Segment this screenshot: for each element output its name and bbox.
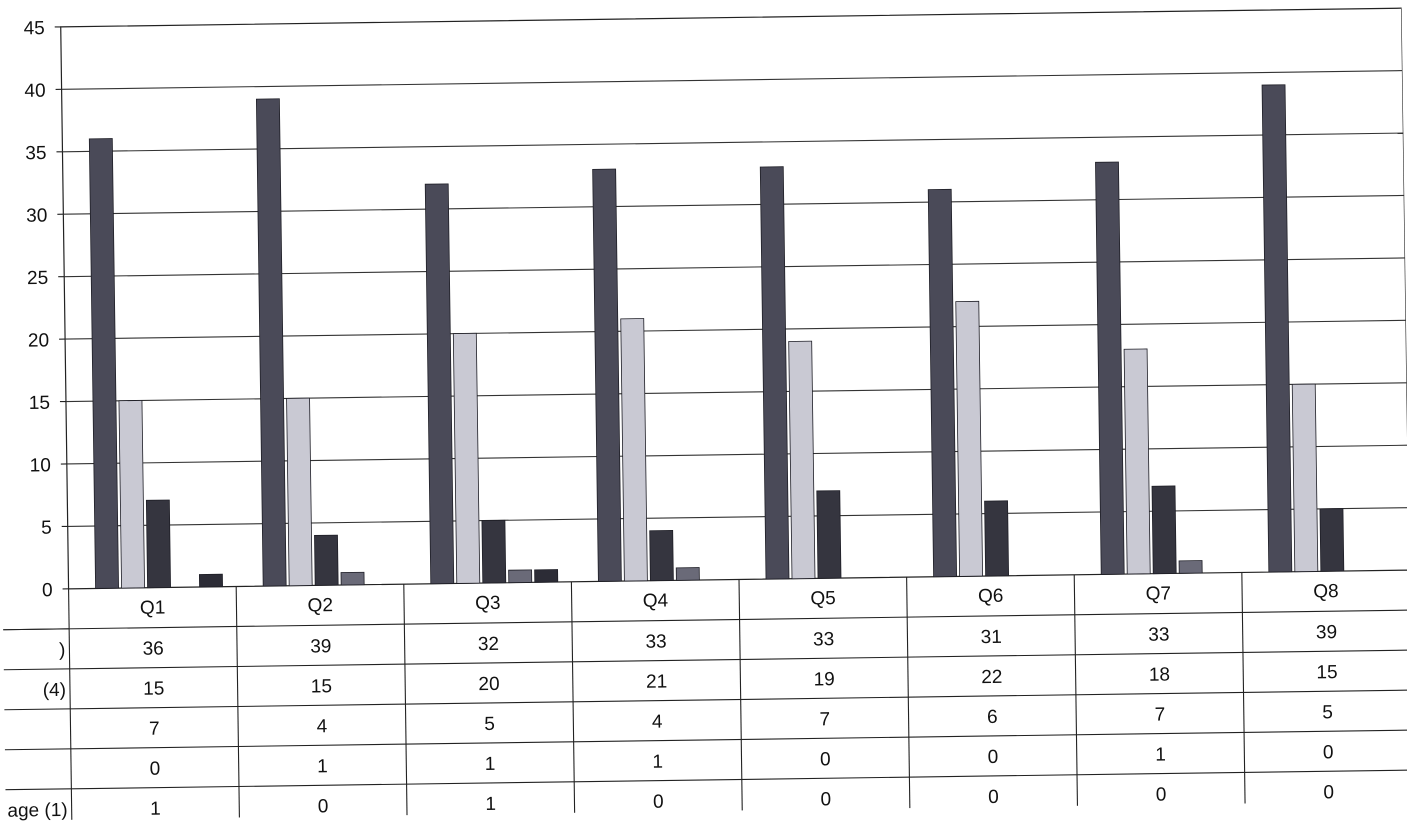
category-label-q7: Q7	[1145, 583, 1171, 604]
table-cell-q5-series-4: 0	[820, 749, 831, 770]
table-cell-q5-series-2: 19	[814, 669, 835, 690]
table-row-label-5: age (1)	[7, 800, 67, 821]
table-cell-q5-series-3: 7	[819, 709, 830, 730]
bar-q5-series-3	[817, 491, 841, 579]
y-tick-label-25: 25	[27, 268, 48, 289]
bar-q2-series-4	[341, 572, 364, 585]
y-tick-label-40: 40	[24, 81, 45, 102]
bar-q4-series-4	[676, 568, 699, 581]
bar-q4-series-3	[650, 530, 674, 580]
bar-q1-series-3	[146, 500, 170, 588]
table-cell-q2-series-3: 4	[317, 716, 328, 737]
y-tick-label-0: 0	[42, 580, 53, 601]
table-cell-q4-series-3: 4	[652, 712, 663, 733]
table-cell-q6-series-5: 0	[988, 787, 999, 808]
table-cell-q8-series-5: 0	[1323, 782, 1334, 803]
table-row-line	[4, 650, 1407, 670]
table-cell-q2-series-4: 1	[317, 756, 328, 777]
y-tick-label-20: 20	[28, 330, 49, 351]
table-cell-q7-series-2: 18	[1149, 664, 1170, 685]
table-cell-q5-series-5: 0	[820, 789, 831, 810]
category-label-q6: Q6	[978, 586, 1004, 607]
category-label-q4: Q4	[643, 590, 669, 611]
bar-q6-series-2	[956, 301, 983, 576]
table-cell-q7-series-5: 0	[1156, 785, 1167, 806]
table-cell-q3-series-4: 1	[485, 754, 496, 775]
table-cell-q6-series-3: 6	[987, 707, 998, 728]
table-cell-q6-series-4: 0	[988, 747, 999, 768]
table-cell-q4-series-1: 33	[645, 631, 666, 652]
bar-q3-series-3	[482, 520, 506, 583]
bar-q2-series-2	[287, 398, 313, 586]
bar-q7-series-4	[1179, 561, 1202, 574]
table-cell-q6-series-2: 22	[981, 667, 1002, 688]
bar-q2-series-3	[314, 535, 338, 585]
table-cell-q7-series-1: 33	[1148, 624, 1169, 645]
table-column-line	[236, 586, 239, 820]
table-row-label-1: )	[59, 640, 66, 661]
table-cell-q7-series-4: 1	[1155, 745, 1166, 766]
table-cell-q4-series-2: 21	[646, 671, 667, 692]
table-cell-q6-series-1: 31	[981, 627, 1002, 648]
bar-q6-series-3	[985, 501, 1009, 576]
table-cell-q4-series-5: 0	[653, 792, 664, 813]
bar-q8-series-2	[1292, 384, 1318, 572]
category-label-q5: Q5	[810, 588, 836, 609]
y-tick-label-15: 15	[29, 393, 50, 414]
bar-q7-series-3	[1152, 486, 1176, 574]
table-column-line	[69, 589, 72, 821]
table-cell-q3-series-3: 5	[484, 714, 495, 735]
bar-q5-series-2	[789, 341, 815, 579]
bar-q3-series-2	[453, 333, 479, 583]
table-cell-q8-series-2: 15	[1316, 662, 1337, 683]
table-cell-q8-series-3: 5	[1322, 702, 1333, 723]
category-label-q8: Q8	[1313, 581, 1339, 602]
table-cell-q2-series-1: 39	[310, 636, 331, 657]
table-row-line	[5, 730, 1407, 750]
y-tick-label-35: 35	[25, 143, 46, 164]
table-cell-q1-series-5: 1	[150, 799, 161, 820]
table-row-line	[5, 770, 1407, 790]
table-cell-q8-series-4: 0	[1323, 742, 1334, 763]
table-row-line	[3, 610, 1407, 630]
table-cell-q1-series-1: 36	[143, 639, 164, 660]
category-label-q1: Q1	[140, 597, 166, 618]
category-label-q2: Q2	[307, 595, 333, 616]
table-cell-q3-series-1: 32	[478, 634, 499, 655]
table-cell-q1-series-4: 0	[149, 759, 160, 780]
table-cell-q7-series-3: 7	[1155, 705, 1166, 726]
table-cell-q3-series-2: 20	[478, 674, 499, 695]
table-cell-q3-series-5: 1	[485, 794, 496, 815]
bar-q3-series-4	[509, 570, 532, 583]
table-cell-q2-series-2: 15	[311, 676, 332, 697]
bar-q6-series-1	[928, 189, 956, 576]
table-row-label-2: (4)	[43, 680, 67, 701]
bar-q1-series-5	[199, 574, 222, 587]
y-tick-label-10: 10	[30, 455, 51, 476]
table-cell-q1-series-2: 15	[143, 679, 164, 700]
y-tick-label-45: 45	[23, 18, 44, 39]
bar-q4-series-2	[621, 319, 648, 582]
table-cell-q2-series-5: 0	[318, 796, 329, 817]
bar-q8-series-3	[1320, 509, 1344, 572]
table-cell-q8-series-1: 39	[1316, 622, 1337, 643]
table-cell-q4-series-4: 1	[652, 752, 663, 773]
table-row-line	[4, 690, 1407, 710]
table-column-line	[404, 584, 407, 821]
category-label-q3: Q3	[475, 593, 501, 614]
bar-q3-series-5	[535, 570, 558, 583]
y-tick-label-30: 30	[26, 205, 47, 226]
table-cell-q5-series-1: 33	[813, 629, 834, 650]
y-tick-label-5: 5	[41, 518, 52, 539]
bar-q7-series-2	[1124, 349, 1150, 574]
table-cell-q1-series-3: 7	[149, 719, 160, 740]
bar-q1-series-2	[119, 400, 145, 588]
